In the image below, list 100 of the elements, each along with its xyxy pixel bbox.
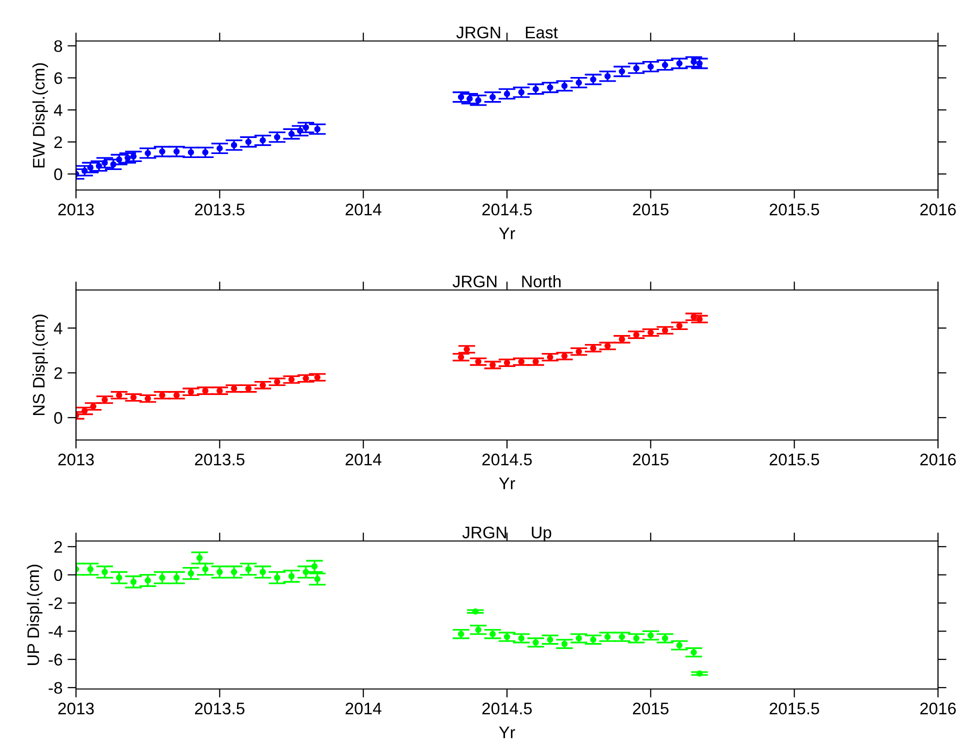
point	[504, 360, 510, 366]
point	[490, 630, 496, 638]
point	[188, 388, 194, 395]
x-axis-title: Yr	[499, 478, 516, 490]
point	[618, 68, 626, 75]
point	[576, 348, 582, 355]
y-tick-label: 4	[54, 104, 62, 116]
point	[260, 568, 266, 576]
point	[490, 94, 496, 100]
point	[676, 60, 683, 67]
x-tick-label: 2016	[920, 204, 956, 216]
x-axis-title: Yr	[499, 228, 516, 240]
point	[302, 375, 309, 382]
y-axis-title: EW Displ.(cm)	[32, 63, 48, 168]
point	[546, 354, 554, 360]
point	[216, 145, 223, 152]
point	[81, 408, 88, 414]
point	[648, 64, 654, 70]
point	[245, 566, 252, 572]
point	[604, 342, 611, 350]
point	[546, 636, 554, 643]
x-tick-label: 2013.5	[195, 204, 244, 216]
point	[288, 573, 295, 580]
y-tick-label: 4	[54, 322, 62, 334]
point	[159, 574, 166, 581]
point	[173, 392, 180, 398]
y-tick-label: -8	[48, 682, 62, 694]
x-axis-title: Yr	[499, 726, 516, 738]
point	[696, 670, 703, 677]
x-tick-label: 2013	[58, 204, 94, 216]
point	[504, 90, 510, 97]
point	[458, 630, 464, 638]
y-tick-label: 8	[54, 40, 62, 52]
point	[311, 563, 318, 570]
x-tick-label: 2014.5	[482, 204, 532, 216]
x-tick-label: 2015	[632, 204, 669, 216]
y-axis-title: UP Displ.(cm)	[26, 564, 42, 665]
point	[102, 568, 108, 576]
x-tick-label: 2014	[346, 454, 382, 466]
x-tick-label: 2015.5	[770, 454, 820, 466]
x-tick-label: 2016	[920, 454, 956, 466]
point	[274, 134, 280, 140]
point	[490, 362, 496, 368]
point	[288, 376, 295, 383]
y-tick-label: -6	[48, 654, 62, 666]
point	[116, 574, 122, 581]
y-tick-label: 0	[54, 569, 62, 582]
point	[130, 578, 137, 585]
y-tick-label: 2	[54, 136, 62, 148]
chart-title: JRGN Up	[462, 526, 552, 542]
point	[314, 374, 320, 380]
y-tick-label: 0	[54, 168, 62, 180]
point	[648, 632, 654, 639]
point	[188, 570, 194, 577]
point	[130, 394, 137, 401]
point	[274, 574, 280, 581]
point	[188, 149, 194, 156]
x-tick-label: 2015.5	[770, 702, 820, 714]
point	[696, 316, 703, 322]
x-tick-label: 2013	[58, 454, 94, 466]
point	[504, 634, 510, 640]
point	[173, 574, 180, 581]
y-tick-label: 0	[54, 412, 62, 424]
x-tick-label: 2015	[632, 702, 669, 714]
point	[216, 388, 223, 394]
x-tick-label: 2014.5	[482, 702, 532, 714]
y-tick-label: 2	[54, 367, 62, 379]
point	[144, 395, 151, 402]
point	[472, 608, 479, 615]
point	[618, 336, 626, 342]
chart-title: JRGN East	[456, 26, 558, 38]
point	[604, 634, 611, 640]
point	[518, 89, 524, 96]
point	[144, 150, 151, 156]
x-tick-label: 2016	[920, 702, 956, 714]
x-tick-label: 2014	[346, 204, 382, 216]
x-tick-label: 2015.5	[770, 204, 820, 216]
y-tick-label: -2	[48, 597, 62, 610]
point	[116, 392, 122, 398]
point	[196, 554, 203, 562]
point	[604, 73, 611, 80]
point	[546, 84, 554, 91]
point	[518, 358, 524, 365]
point	[662, 327, 668, 334]
y-axis-title: NS Displ.(cm)	[32, 314, 48, 416]
point	[202, 566, 208, 572]
point	[561, 82, 568, 89]
point	[230, 568, 238, 576]
point	[561, 640, 568, 648]
x-tick-label: 2014	[346, 702, 382, 714]
point	[676, 642, 683, 648]
x-tick-label: 2013	[58, 702, 94, 714]
point	[245, 385, 252, 392]
point	[144, 577, 151, 584]
point	[274, 378, 280, 385]
point	[314, 576, 320, 582]
point	[230, 142, 238, 148]
point	[173, 148, 180, 155]
x-tick-label: 2015	[632, 454, 669, 466]
point	[662, 62, 668, 68]
